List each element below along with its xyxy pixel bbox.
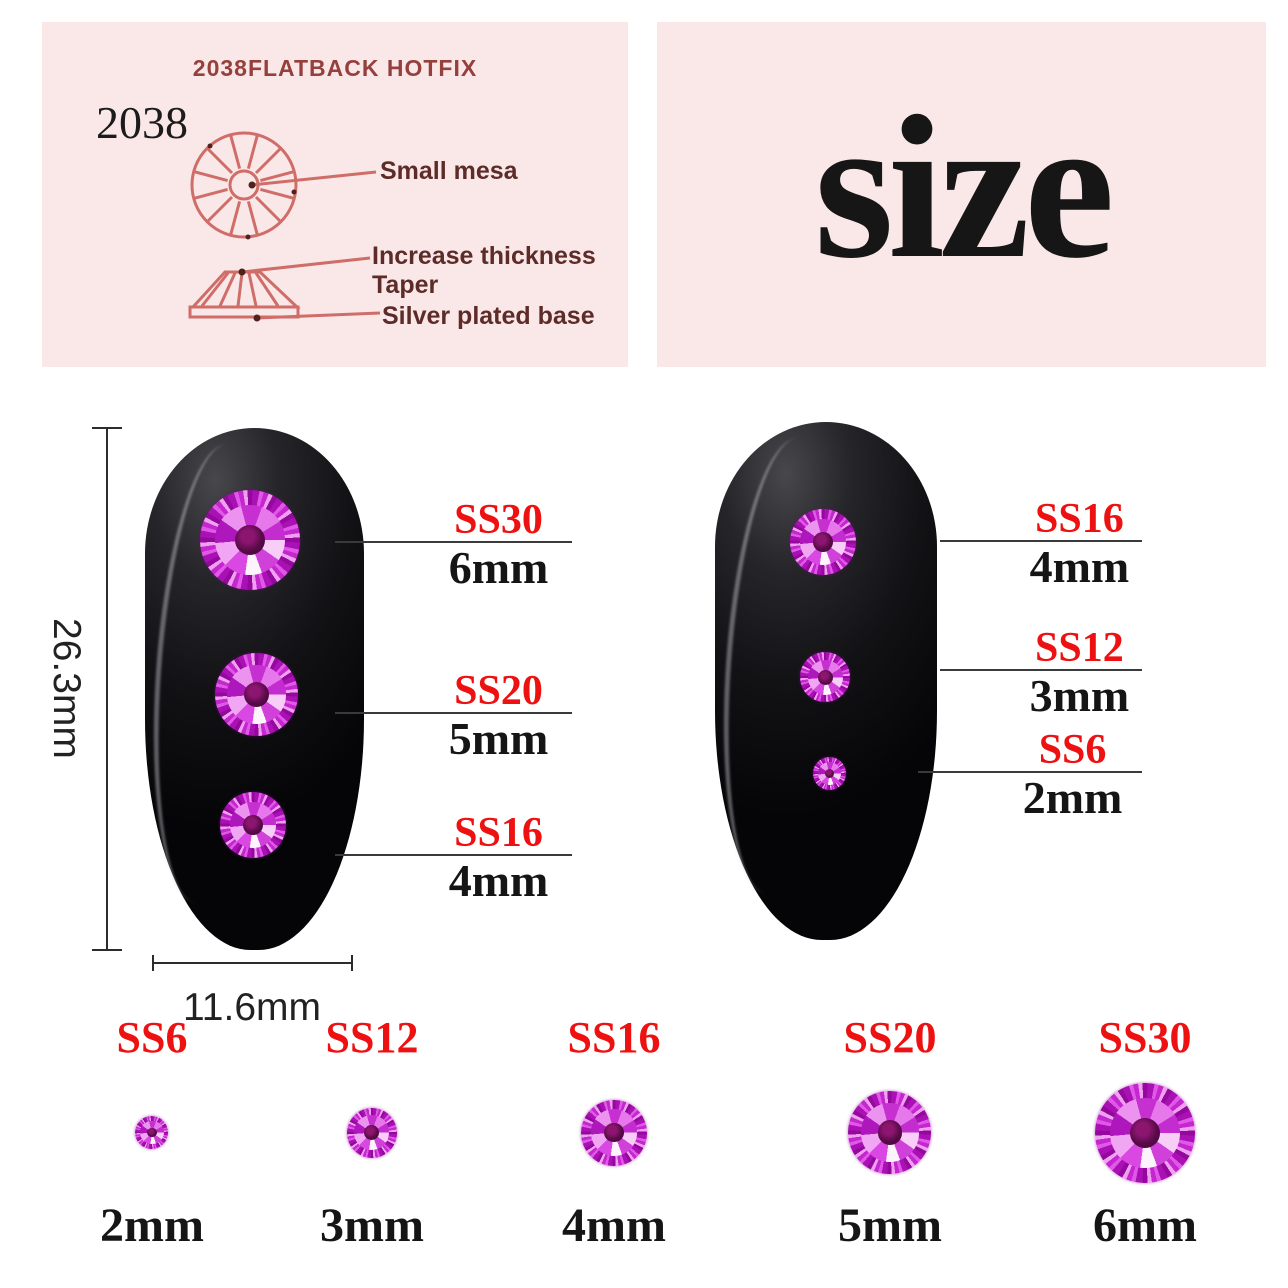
rhinestone-ss12 — [800, 652, 850, 702]
callout-leader-line — [335, 712, 572, 714]
callout-leader-line — [335, 854, 572, 856]
chart-rhinestone — [347, 1107, 397, 1158]
callout-ss12: SS12 3mm — [940, 625, 1142, 721]
rhinestone-ss20 — [215, 653, 298, 736]
callout-leader-line — [940, 669, 1142, 671]
callout-leader-line — [335, 541, 572, 543]
chart-mm-label: 3mm — [320, 1199, 424, 1252]
width-measure-label: 11.6mm — [183, 986, 321, 1029]
chart-ss-label: SS16 — [567, 1013, 661, 1062]
length-measure-line — [106, 428, 108, 950]
size-chart-item-ss12: SS12 3mm — [320, 1015, 424, 1252]
callout-ss30: SS30 6mm — [335, 497, 572, 593]
spec-model-number: 2038 — [96, 97, 188, 148]
callout-ss-label: SS30 — [454, 497, 543, 543]
chart-rhinestone — [848, 1091, 932, 1174]
chart-mm-label: 6mm — [1093, 1199, 1197, 1252]
callout-ss-label: SS16 — [1035, 496, 1124, 542]
size-chart-item-ss16: SS16 4mm — [562, 1015, 666, 1252]
callout-ss20: SS20 5mm — [335, 668, 572, 764]
callout-ss16-right: SS16 4mm — [940, 496, 1142, 592]
callout-leader-line — [918, 771, 1142, 773]
callout-leader-line — [940, 540, 1142, 542]
width-measure-tick-right — [351, 955, 353, 971]
length-measure-cap-top — [92, 427, 122, 429]
callout-mm-label: 2mm — [1022, 772, 1123, 823]
callout-mm-label: 4mm — [448, 855, 549, 906]
size-chart-item-ss30: SS30 6mm — [1093, 1015, 1197, 1252]
chart-rhinestone — [581, 1099, 647, 1166]
width-measure-line — [153, 962, 353, 964]
size-panel: size — [657, 22, 1266, 367]
callout-ss-label: SS16 — [454, 810, 543, 856]
spec-title: 2038FLATBACK HOTFIX — [192, 55, 478, 81]
rhinestone-ss30 — [200, 490, 300, 590]
chart-mm-label: 2mm — [100, 1199, 204, 1252]
callout-ss16-left: SS16 4mm — [335, 810, 572, 906]
rhinestone-ss6 — [813, 757, 846, 790]
taper-label: Taper — [372, 271, 439, 299]
spec-panel: 2038FLATBACK HOTFIX 2038 Small mesa Incr… — [42, 22, 628, 367]
rhinestone-diagram — [188, 131, 381, 322]
callout-ss6: SS6 2mm — [918, 727, 1142, 823]
chart-rhinestone — [135, 1116, 169, 1149]
callout-ss-label: SS6 — [1038, 727, 1107, 773]
size-heading: size — [814, 74, 1115, 301]
callout-mm-label: 4mm — [1029, 541, 1130, 592]
callout-mm-label: 3mm — [1029, 670, 1130, 721]
size-chart-item-ss20: SS20 5mm — [838, 1015, 942, 1252]
increase-thickness-label: Increase thickness — [372, 242, 596, 270]
rhinestone-ss16-right — [790, 509, 856, 575]
length-measure-label: 26.3mm — [45, 618, 88, 759]
callout-mm-label: 5mm — [448, 713, 549, 764]
chart-ss-label: SS20 — [843, 1013, 937, 1062]
silver-plated-base-label: Silver plated base — [382, 302, 595, 330]
length-measure-cap-bottom — [92, 949, 122, 951]
callout-ss-label: SS12 — [1035, 625, 1124, 671]
size-chart-item-ss6: SS6 2mm — [100, 1015, 204, 1252]
callout-mm-label: 6mm — [448, 542, 549, 593]
chart-ss-label: SS12 — [325, 1013, 419, 1062]
chart-ss-label: SS6 — [116, 1013, 188, 1062]
width-measure-tick-left — [152, 955, 154, 971]
callout-ss-label: SS20 — [454, 668, 543, 714]
chart-mm-label: 5mm — [838, 1199, 942, 1252]
small-mesa-label: Small mesa — [380, 157, 518, 185]
chart-rhinestone — [1095, 1082, 1195, 1183]
rhinestone-ss16 — [220, 792, 286, 858]
chart-mm-label: 4mm — [562, 1199, 666, 1252]
chart-ss-label: SS30 — [1098, 1013, 1192, 1062]
